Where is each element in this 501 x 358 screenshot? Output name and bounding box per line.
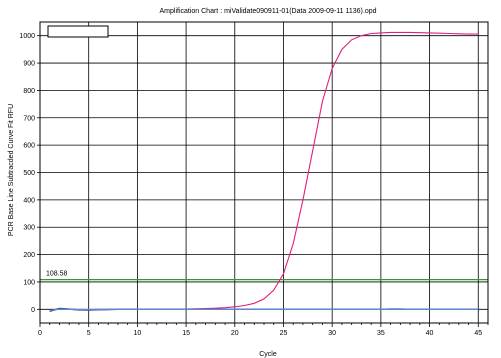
y-tick-label: 700 <box>23 115 35 122</box>
chart-title: Amplification Chart : miValidate090911-0… <box>160 8 377 15</box>
x-tick-label: 25 <box>280 330 288 337</box>
x-tick-label: 15 <box>182 330 190 337</box>
y-axis-ticks: 0 100 200 300 400 500 600 700 800 900 1000 <box>19 33 40 314</box>
x-axis-title: Cycle <box>259 351 277 358</box>
y-tick-label: 900 <box>23 61 35 68</box>
x-tick-label: 45 <box>474 330 482 337</box>
y-tick-label: 0 <box>31 307 35 314</box>
x-tick-label: 20 <box>231 330 239 337</box>
y-tick-label: 400 <box>23 197 35 204</box>
series-group <box>49 31 479 313</box>
y-tick-label: 200 <box>23 252 35 259</box>
series-line-3 <box>49 308 479 312</box>
x-axis-ticks: 0 5 10 15 20 25 30 35 40 45 <box>38 323 489 337</box>
x-tick-label: 0 <box>38 330 42 337</box>
y-tick-label: 1000 <box>19 33 35 40</box>
x-tick-label: 30 <box>328 330 336 337</box>
grid-lines <box>40 22 488 323</box>
threshold-group: 108.58 <box>40 271 488 281</box>
y-tick-label: 500 <box>23 170 35 177</box>
y-tick-label: 600 <box>23 143 35 150</box>
y-tick-label: 800 <box>23 88 35 95</box>
y-axis-title: PCR Base Line Subtracded Curve Fit RFU <box>8 104 15 236</box>
threshold-label: 108.58 <box>46 271 68 278</box>
x-tick-label: 40 <box>426 330 434 337</box>
x-tick-label: 5 <box>87 330 91 337</box>
y-tick-label: 300 <box>23 225 35 232</box>
x-tick-label: 35 <box>377 330 385 337</box>
x-tick-label: 10 <box>133 330 141 337</box>
y-tick-label: 100 <box>23 279 35 286</box>
legend-box <box>47 25 109 38</box>
